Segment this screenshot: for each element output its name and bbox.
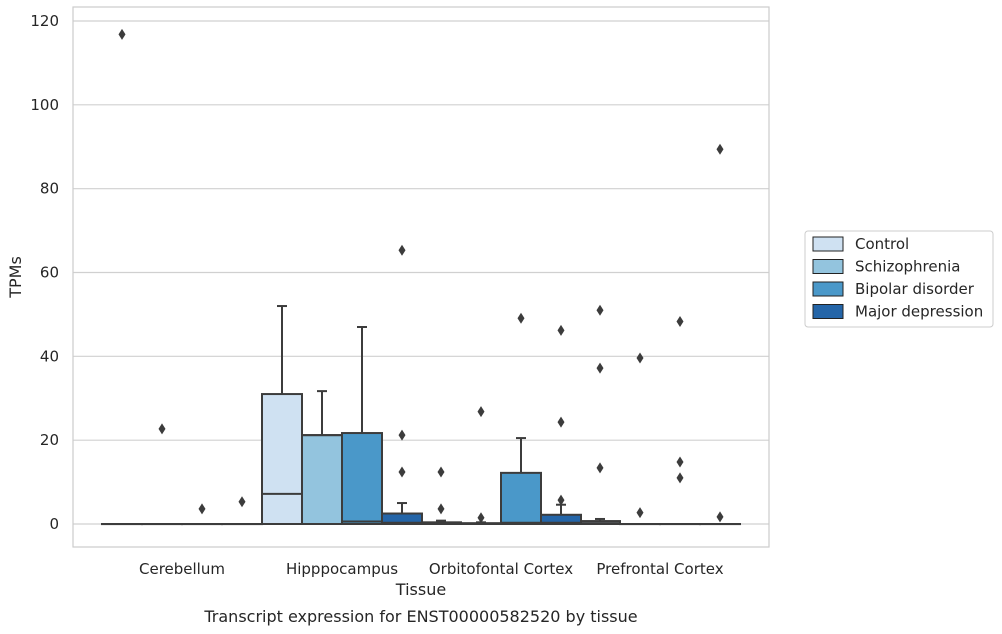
legend-label: Major depression [855,303,983,321]
outlier-point [676,472,684,484]
y-axis-title: TPMs [6,256,25,299]
y-tick-label: 60 [40,264,59,282]
box-group [460,406,502,526]
y-tick-label: 20 [40,431,59,449]
legend-label: Control [855,235,909,253]
box-group [381,244,423,525]
outlier-point [477,512,485,524]
box-group [141,423,183,526]
legend: Control Schizophrenia Bipolar disorder Majo… [804,230,994,328]
outlier-point [557,494,565,506]
grid-lines [73,20,769,525]
y-tick-label: 120 [30,12,59,30]
outlier-point [596,304,604,316]
box-group [101,28,143,526]
box [301,434,343,525]
plot-frame [72,6,770,548]
outlier-point [437,466,445,478]
box-group [579,304,621,526]
x-axis-title: Tissue [395,580,446,599]
outlier-point [118,28,126,40]
x-tick-label: Prefrontal Cortex [596,560,723,578]
outlier-point [398,429,406,441]
x-tick-label: Cerebellum [139,560,225,578]
legend-swatch [812,304,844,319]
y-tick-labels: 0 20 40 60 80 100 120 [30,12,59,533]
box-group [540,324,582,525]
outlier-point [716,143,724,155]
box-group [221,496,263,526]
outlier-point [477,406,485,418]
x-tick-labels: Cerebellum Hipppocampus Orbitofontal Corte… [139,560,724,578]
outlier-point [596,362,604,374]
x-tick-label: Hipppocampus [286,560,398,578]
outlier-point [557,324,565,336]
box-group [301,390,343,525]
outlier-point [238,496,246,508]
legend-swatch [812,259,844,274]
outlier-point [437,503,445,515]
y-tick-label: 100 [30,96,59,114]
x-tick-label: Orbitofontal Cortex [429,560,573,578]
box-group [261,305,303,525]
box-groups [101,28,741,526]
box-group [500,312,542,525]
outlier-point [557,416,565,428]
outlier-point [636,507,644,519]
outlier-point [158,423,166,435]
y-tick-label: 80 [40,180,59,198]
box-group [659,316,701,526]
outlier-point [716,511,724,523]
outlier-point [398,466,406,478]
legend-label: Bipolar disorder [855,280,975,298]
outlier-point [636,352,644,364]
box [341,432,383,525]
outlier-point [596,462,604,474]
box [540,513,582,525]
y-tick-label: 40 [40,347,59,365]
box [381,512,423,525]
chart-caption: Transcript expression for ENST0000058252… [203,607,637,626]
box-group [341,325,383,525]
box-group [420,466,462,525]
box [500,471,542,525]
box-group [181,503,223,526]
legend-swatch [812,236,844,252]
legend-swatch [812,281,844,297]
legend-frame [804,230,994,328]
outlier-point [398,244,406,256]
outlier-point [198,503,206,515]
legend-label: Schizophrenia [855,258,960,276]
outlier-point [676,316,684,328]
outlier-point [676,456,684,468]
outlier-point [517,312,525,324]
box-group [619,352,661,526]
y-tick-label: 0 [49,515,59,533]
box-group [699,143,741,526]
box [261,393,303,525]
